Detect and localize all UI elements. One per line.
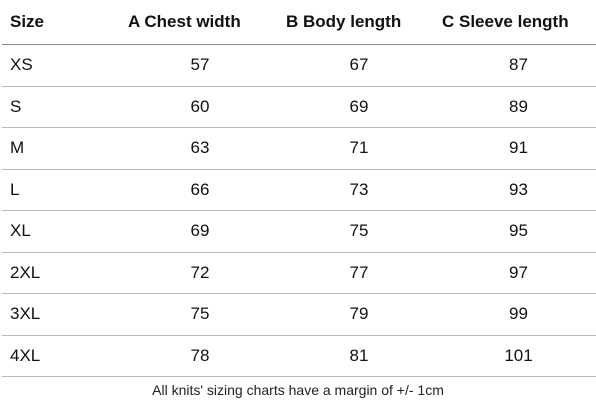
table-row: 4XL 78 81 101 [2,335,596,377]
size-cell: M [2,127,122,170]
body-cell: 73 [278,169,440,211]
size-chart-table: Size A Chest width B Body length C Sleev… [2,0,596,377]
body-cell: 71 [278,127,440,170]
chest-cell: 57 [122,44,278,87]
table-row: XL 69 75 95 [2,210,596,253]
sleeve-cell: 91 [440,127,596,170]
header-sleeve-length: C Sleeve length [440,0,596,45]
sleeve-cell: 97 [440,252,596,294]
size-cell: 3XL [2,293,122,336]
sleeve-cell: 101 [440,335,596,377]
sleeve-cell: 87 [440,44,596,87]
chest-cell: 69 [122,210,278,253]
body-cell: 79 [278,293,440,336]
size-cell: 2XL [2,252,122,294]
header-body-length: B Body length [278,0,440,45]
body-cell: 81 [278,335,440,377]
table-header: Size A Chest width B Body length C Sleev… [2,0,596,45]
size-cell: XL [2,210,122,253]
header-row: Size A Chest width B Body length C Sleev… [2,0,596,45]
header-size: Size [2,0,122,45]
chest-cell: 66 [122,169,278,211]
size-cell: XS [2,44,122,87]
header-chest-width: A Chest width [122,0,278,45]
body-cell: 67 [278,44,440,87]
sleeve-cell: 93 [440,169,596,211]
chest-cell: 63 [122,127,278,170]
table-row: M 63 71 91 [2,127,596,170]
sleeve-cell: 95 [440,210,596,253]
sizing-margin-footnote: All knits' sizing charts have a margin o… [152,382,444,398]
chest-cell: 75 [122,293,278,336]
table-body: XS 57 67 87 S 60 69 89 M 63 71 91 L 66 7… [2,44,596,377]
body-cell: 77 [278,252,440,294]
table-row: S 60 69 89 [2,86,596,128]
chest-cell: 72 [122,252,278,294]
body-cell: 75 [278,210,440,253]
size-cell: L [2,169,122,211]
table-row: 2XL 72 77 97 [2,252,596,294]
chest-cell: 60 [122,86,278,128]
size-cell: S [2,86,122,128]
chest-cell: 78 [122,335,278,377]
sleeve-cell: 99 [440,293,596,336]
sleeve-cell: 89 [440,86,596,128]
body-cell: 69 [278,86,440,128]
table-row: 3XL 75 79 99 [2,293,596,336]
table-row: XS 57 67 87 [2,44,596,87]
size-cell: 4XL [2,335,122,377]
table-row: L 66 73 93 [2,169,596,211]
